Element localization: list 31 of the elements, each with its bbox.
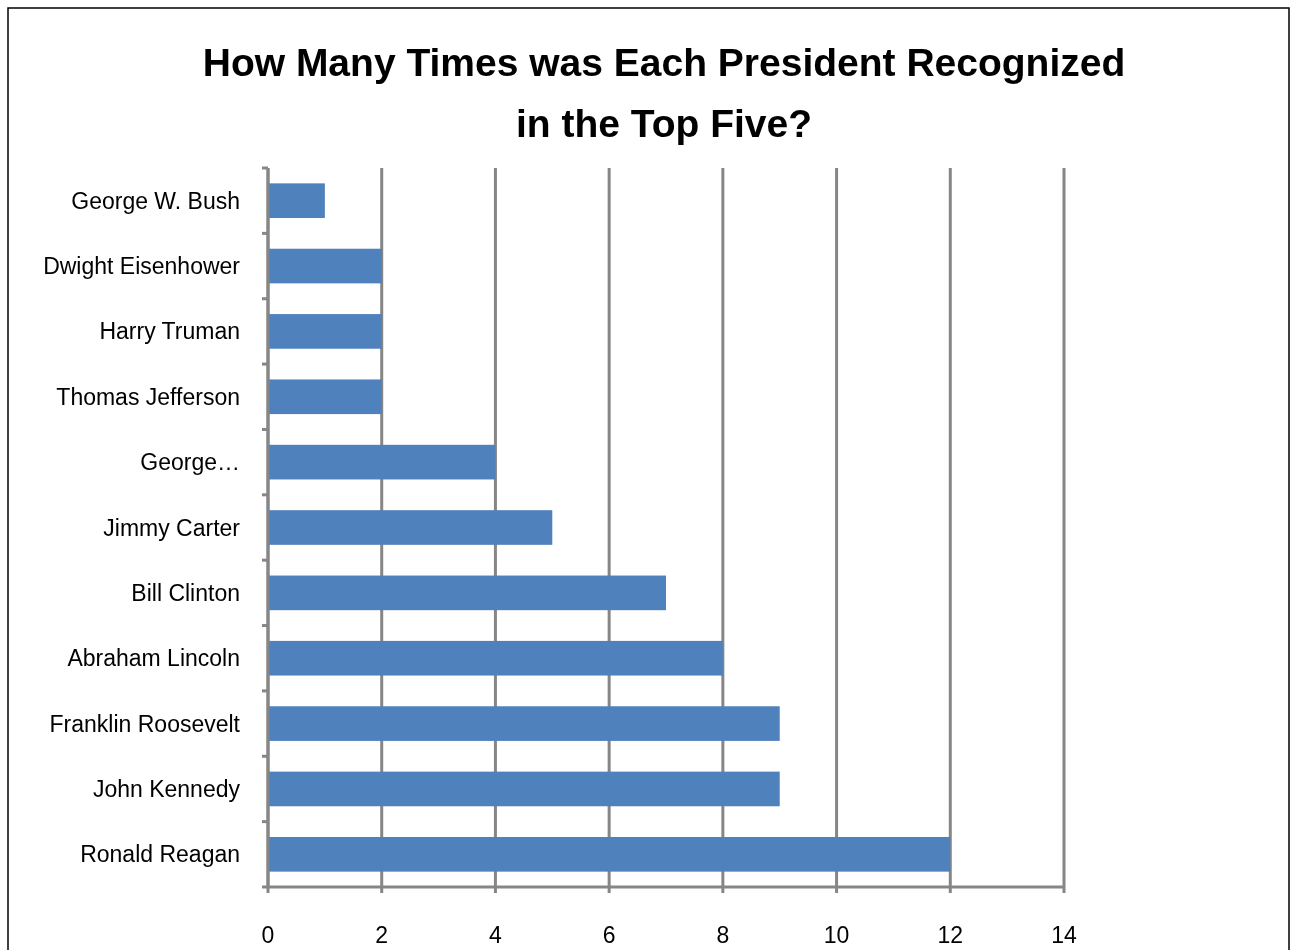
x-tick-label: 6 — [602, 922, 616, 948]
y-tick-label: Franklin Roosevelt — [49, 710, 241, 737]
x-tick-label: 4 — [489, 922, 503, 948]
y-tick-label: John Kennedy — [92, 776, 241, 802]
bar — [268, 771, 780, 807]
bar — [268, 314, 382, 349]
bar — [268, 640, 723, 676]
x-tick-label: 10 — [823, 922, 850, 948]
y-tick-label: Ronald Reagan — [80, 841, 240, 868]
y-tick-label: Dwight Eisenhower — [43, 253, 241, 280]
bar — [268, 248, 382, 284]
x-tick-label: 2 — [375, 922, 389, 948]
y-tick-label: Thomas Jefferson — [56, 383, 240, 410]
bar — [268, 183, 325, 218]
bar — [268, 837, 951, 872]
bar — [268, 379, 382, 415]
chart-title: How Many Times was Each President Recognized in the Top Five? — [202, 41, 1126, 145]
bar — [268, 510, 553, 545]
y-tick-label: George… — [140, 449, 240, 476]
y-tick-label: George W. Bush — [71, 187, 240, 214]
y-tick-label: Abraham Lincoln — [67, 645, 240, 672]
x-tick-label: 0 — [261, 922, 275, 948]
bar — [268, 575, 666, 611]
y-tick-label: Jimmy Carter — [103, 514, 241, 541]
x-tick-label: 8 — [716, 922, 730, 948]
x-tick-label: 14 — [1051, 922, 1077, 948]
y-tick-label: Bill Clinton — [131, 579, 240, 606]
bar — [268, 444, 496, 480]
bar — [268, 706, 780, 741]
x-tick-label: 12 — [937, 922, 964, 948]
y-tick-label: Harry Truman — [99, 318, 240, 345]
